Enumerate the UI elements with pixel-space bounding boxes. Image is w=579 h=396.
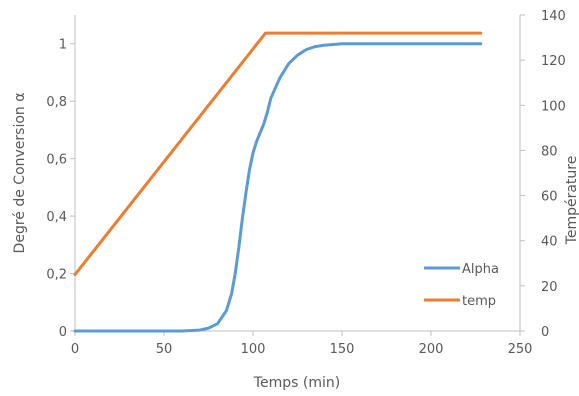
- y2-tick-label: 0: [541, 325, 549, 340]
- x-tick-label: 250: [508, 342, 533, 357]
- x-tick-label: 150: [330, 342, 355, 357]
- axes: [74, 15, 521, 332]
- x-tick-label: 0: [71, 342, 79, 357]
- y-tick-label: 0,8: [46, 95, 67, 110]
- y-tick-label: 0,6: [46, 153, 67, 168]
- y2-tick-label: 100: [541, 99, 566, 114]
- series-layer: [73, 31, 483, 333]
- x-axis-title: Temps (min): [253, 375, 340, 391]
- y2-tick-label: 80: [541, 144, 558, 159]
- legend: Alpha temp: [424, 262, 499, 309]
- y2-tick-label: 20: [541, 280, 558, 295]
- y-tick-label: 0,2: [46, 268, 67, 283]
- x-tick-label: 200: [419, 342, 444, 357]
- y-tick-label: 0,4: [46, 210, 67, 225]
- y-tick-label: 0: [59, 325, 67, 340]
- y2-tick-label: 140: [541, 9, 566, 24]
- y-tick-label: 1: [59, 38, 67, 53]
- x-tick-label: 100: [241, 342, 266, 357]
- x-tick-label: 50: [156, 342, 173, 357]
- series-line-temp: [73, 31, 483, 277]
- legend-label-temp: temp: [462, 294, 496, 309]
- y2-tick-label: 40: [541, 235, 558, 250]
- y2-axis-title: Température: [564, 156, 579, 246]
- legend-label-alpha: Alpha: [462, 262, 499, 277]
- y-axis-title: Degré de Conversion α: [12, 93, 28, 254]
- y2-tick-label: 120: [541, 54, 566, 69]
- series-line-alpha: [73, 42, 483, 333]
- y2-tick-label: 60: [541, 190, 558, 205]
- ticks: 0 50 100 150 200 250 0 0,2 0,4 0,6 0,8 1 0 20 40 60 80 10…: [46, 9, 566, 357]
